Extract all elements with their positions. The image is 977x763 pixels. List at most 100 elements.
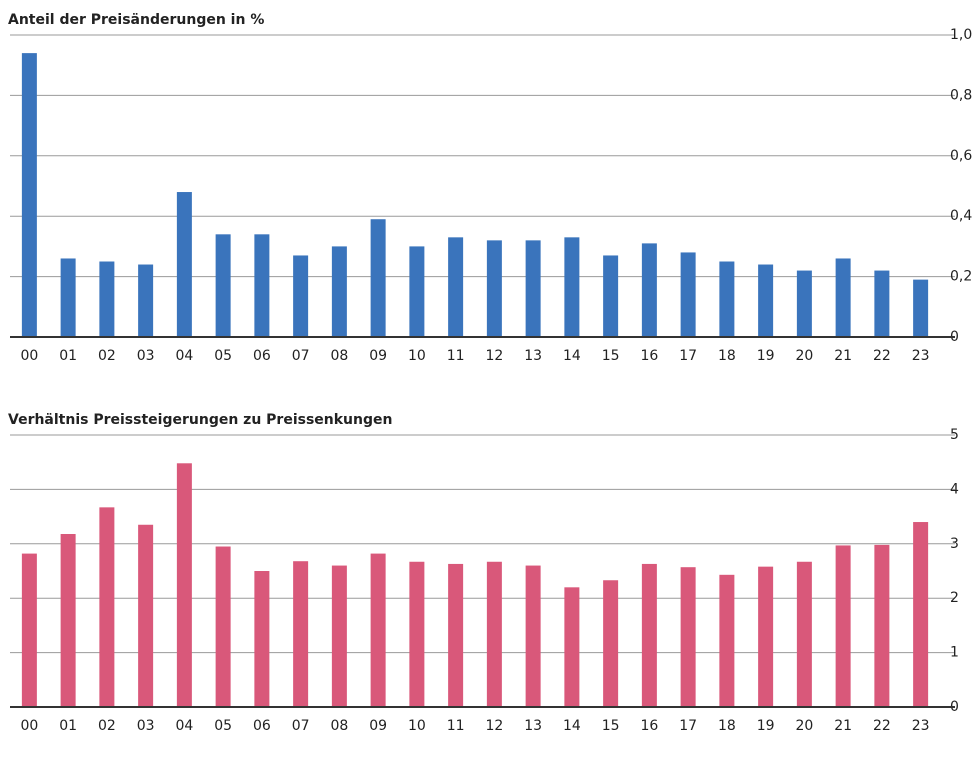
y-tick-label: 0,4 — [950, 208, 972, 224]
x-tick-label: 10 — [408, 718, 426, 734]
bar — [486, 561, 502, 707]
x-tick-label: 18 — [718, 348, 736, 364]
bar — [913, 522, 929, 707]
x-tick-label: 03 — [137, 718, 155, 734]
bar — [796, 270, 812, 337]
x-tick-label: 02 — [98, 348, 116, 364]
x-tick-label: 00 — [20, 718, 38, 734]
x-tick-label: 03 — [137, 348, 155, 364]
x-tick-label: 00 — [20, 348, 38, 364]
y-tick-label: 1 — [950, 645, 959, 661]
x-tick-label: 22 — [873, 718, 891, 734]
bar — [176, 192, 192, 337]
bar — [758, 566, 774, 707]
bar — [176, 463, 192, 707]
y-tick-label: 0,8 — [950, 87, 972, 103]
x-tick-label: 23 — [912, 718, 930, 734]
x-tick-label: 16 — [640, 348, 658, 364]
y-tick-label: 1,0 — [950, 27, 972, 43]
bar — [254, 571, 270, 707]
bar — [21, 553, 37, 707]
y-tick-label: 4 — [950, 481, 959, 497]
x-tick-label: 21 — [834, 348, 852, 364]
x-tick-label: 22 — [873, 348, 891, 364]
bar — [409, 246, 425, 337]
bar — [60, 534, 76, 707]
bar — [719, 574, 735, 707]
bar — [603, 580, 619, 707]
x-tick-label: 01 — [59, 718, 77, 734]
bar — [486, 240, 502, 337]
y-tick-label: 0,2 — [950, 269, 972, 285]
x-tick-label: 12 — [485, 348, 503, 364]
chart-title: Anteil der Preisänderungen in % — [8, 12, 264, 28]
x-tick-label: 23 — [912, 348, 930, 364]
bar — [835, 258, 851, 337]
bar — [680, 567, 696, 707]
x-tick-label: 14 — [563, 348, 581, 364]
x-tick-label: 15 — [602, 348, 620, 364]
bar — [215, 234, 231, 337]
y-tick-label: 5 — [950, 427, 959, 443]
bar — [564, 237, 580, 337]
bar — [603, 255, 619, 337]
bar — [254, 234, 270, 337]
x-tick-label: 10 — [408, 348, 426, 364]
bar — [835, 545, 851, 707]
bar — [409, 561, 425, 707]
bar — [641, 243, 657, 337]
bar — [331, 246, 347, 337]
x-tick-label: 07 — [292, 718, 310, 734]
x-tick-label: 15 — [602, 718, 620, 734]
bar — [21, 53, 37, 338]
bar — [796, 561, 812, 707]
x-tick-label: 09 — [369, 718, 387, 734]
y-tick-label: 0,6 — [950, 148, 972, 164]
bar — [99, 261, 115, 337]
x-tick-label: 18 — [718, 718, 736, 734]
bar — [293, 255, 309, 337]
bar — [758, 264, 774, 337]
x-tick-label: 06 — [253, 348, 271, 364]
x-tick-label: 11 — [447, 348, 465, 364]
bar — [370, 553, 386, 707]
x-tick-label: 19 — [757, 348, 775, 364]
bar — [293, 561, 309, 707]
x-tick-label: 12 — [485, 718, 503, 734]
bar — [138, 264, 154, 337]
x-tick-label: 11 — [447, 718, 465, 734]
x-tick-label: 05 — [214, 348, 232, 364]
bar — [680, 252, 696, 337]
x-tick-label: 04 — [175, 348, 193, 364]
bar — [564, 587, 580, 707]
x-tick-label: 09 — [369, 348, 387, 364]
x-tick-label: 20 — [795, 348, 813, 364]
x-tick-label: 21 — [834, 718, 852, 734]
bar — [525, 565, 541, 707]
bar — [448, 237, 464, 337]
x-tick-label: 13 — [524, 718, 542, 734]
x-tick-label: 01 — [59, 348, 77, 364]
y-tick-label: 3 — [950, 536, 959, 552]
x-tick-label: 14 — [563, 718, 581, 734]
x-tick-label: 05 — [214, 718, 232, 734]
bar — [331, 565, 347, 707]
x-tick-label: 07 — [292, 348, 310, 364]
x-tick-label: 08 — [330, 718, 348, 734]
bar — [525, 240, 541, 337]
bar — [874, 270, 890, 337]
bar — [215, 546, 231, 707]
x-tick-label: 20 — [795, 718, 813, 734]
x-tick-label: 08 — [330, 348, 348, 364]
x-tick-label: 19 — [757, 718, 775, 734]
bar — [370, 219, 386, 337]
x-tick-label: 16 — [640, 718, 658, 734]
x-tick-label: 06 — [253, 718, 271, 734]
bar — [874, 544, 890, 707]
bar — [719, 261, 735, 337]
x-tick-label: 13 — [524, 348, 542, 364]
y-tick-label: 2 — [950, 590, 959, 606]
bar — [60, 258, 76, 337]
